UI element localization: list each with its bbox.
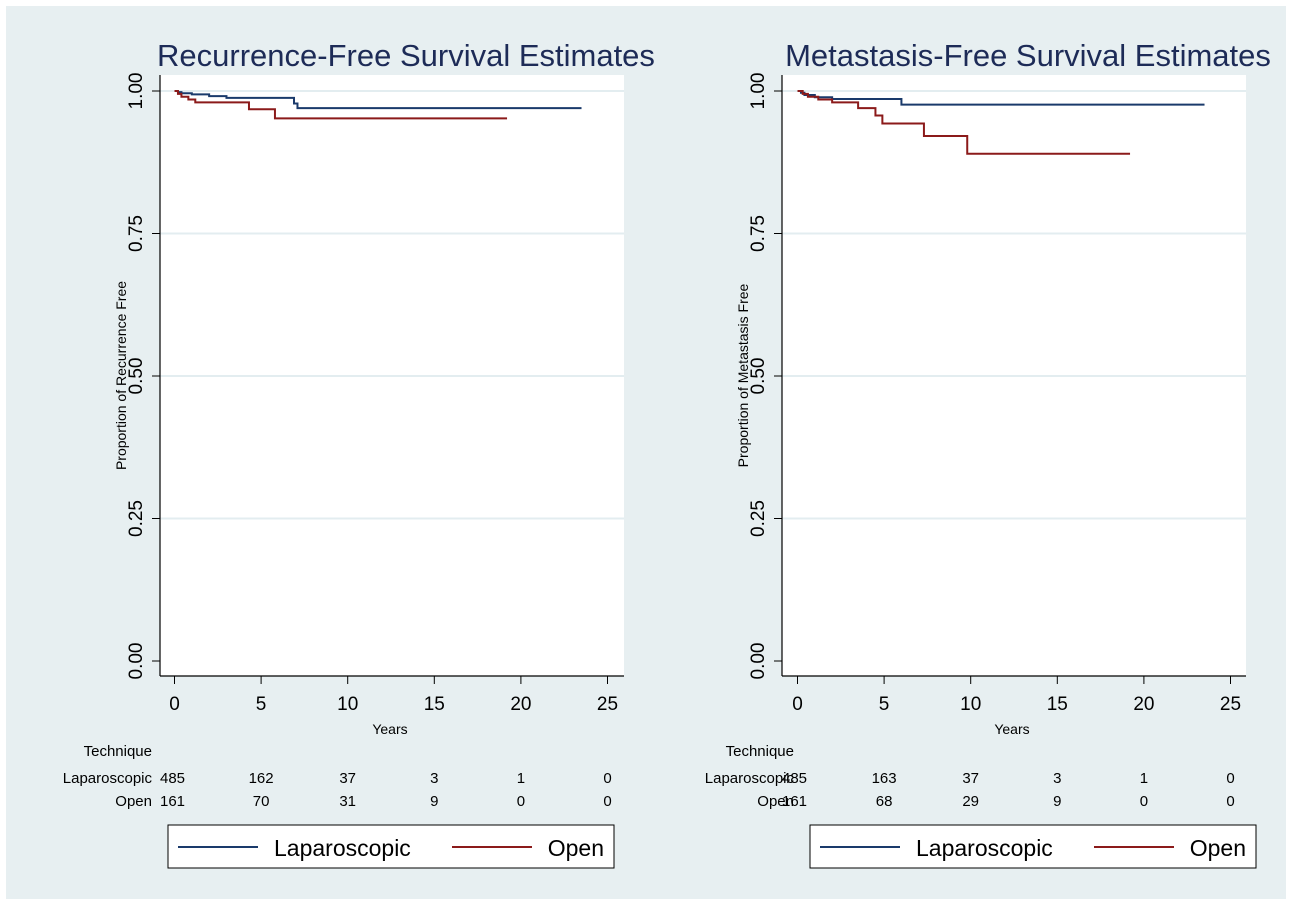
risk-value: 0 <box>603 770 611 787</box>
y-tick-label: 1.00 <box>748 73 769 110</box>
risk-value: 161 <box>160 793 185 810</box>
risk-value: 1 <box>517 770 525 787</box>
risk-value: 37 <box>962 770 979 787</box>
x-tick-label: 10 <box>960 694 981 715</box>
risk-table-header: Technique <box>84 743 152 760</box>
series-line-open <box>174 90 508 120</box>
x-tick-label: 15 <box>424 694 445 715</box>
risk-value: 3 <box>430 770 438 787</box>
risk-value: 0 <box>517 793 525 810</box>
risk-value: 1 <box>1140 770 1148 787</box>
series-line-open <box>797 90 1131 155</box>
risk-value: 9 <box>430 793 438 810</box>
risk-row-label: Open <box>115 793 152 810</box>
x-tick-label: 20 <box>510 694 531 715</box>
y-tick-label: 0.75 <box>748 215 769 252</box>
risk-value: 0 <box>1140 793 1148 810</box>
risk-table-header: Technique <box>726 743 794 760</box>
risk-value: 485 <box>782 770 807 787</box>
risk-value: 29 <box>962 793 979 810</box>
risk-value: 485 <box>160 770 185 787</box>
legend-label-laparoscopic: Laparoscopic <box>916 835 1053 861</box>
risk-value: 161 <box>782 793 807 810</box>
risk-value: 70 <box>253 793 270 810</box>
y-tick-label: 0.50 <box>748 358 769 395</box>
risk-value: 163 <box>872 770 897 787</box>
y-axis-label: Proportion of Recurrence Free <box>113 281 129 470</box>
risk-value: 0 <box>1226 793 1234 810</box>
x-axis-label: Years <box>372 721 407 737</box>
x-tick-label: 5 <box>256 694 267 715</box>
risk-value: 0 <box>603 793 611 810</box>
x-tick-label: 10 <box>337 694 358 715</box>
y-tick-label: 0.25 <box>126 500 147 537</box>
risk-value: 68 <box>876 793 893 810</box>
y-axis-label: Proportion of Metastasis Free <box>735 283 751 467</box>
risk-value: 31 <box>339 793 356 810</box>
chart-panel-metastasis: Metastasis-Free Survival Estimates 0.00 0.… <box>705 38 1271 869</box>
x-tick-label: 0 <box>792 694 803 715</box>
legend-label-open: Open <box>1190 835 1246 861</box>
x-tick-label: 15 <box>1047 694 1068 715</box>
y-tick-label: 0.25 <box>748 500 769 537</box>
x-axis-label: Years <box>994 721 1029 737</box>
series-line-laparoscopic <box>174 90 582 110</box>
risk-value: 37 <box>339 770 356 787</box>
y-tick-label: 0.75 <box>126 215 147 252</box>
y-tick-label: 0.00 <box>126 643 147 680</box>
y-tick-label: 1.00 <box>126 73 147 110</box>
y-tick-label: 0.00 <box>748 643 769 680</box>
legend-label-laparoscopic: Laparoscopic <box>274 835 411 861</box>
legend-label-open: Open <box>548 835 604 861</box>
chart-title: Recurrence-Free Survival Estimates <box>157 38 655 73</box>
risk-value: 3 <box>1053 770 1061 787</box>
x-tick-label: 25 <box>1220 694 1241 715</box>
x-tick-label: 20 <box>1133 694 1154 715</box>
x-tick-label: 25 <box>597 694 618 715</box>
risk-row-label: Laparoscopic <box>63 770 153 787</box>
risk-row-label: Laparoscopic <box>705 770 795 787</box>
risk-value: 162 <box>249 770 274 787</box>
x-tick-label: 5 <box>879 694 890 715</box>
x-tick-label: 0 <box>169 694 180 715</box>
chart-title: Metastasis-Free Survival Estimates <box>785 38 1271 73</box>
risk-value: 9 <box>1053 793 1061 810</box>
risk-row-label: Open <box>757 793 794 810</box>
y-tick-label: 0.50 <box>126 358 147 395</box>
chart-panel-recurrence: Recurrence-Free Survival Estimates 0.00 0.… <box>63 38 655 869</box>
risk-value: 0 <box>1226 770 1234 787</box>
